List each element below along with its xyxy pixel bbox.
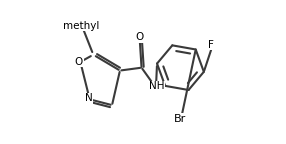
Text: methyl: methyl [63,21,100,31]
Text: NH: NH [149,81,165,91]
Text: Br: Br [174,114,186,124]
Text: O: O [135,32,144,42]
Text: O: O [75,57,83,67]
Text: N: N [85,93,93,103]
Text: F: F [208,40,214,50]
